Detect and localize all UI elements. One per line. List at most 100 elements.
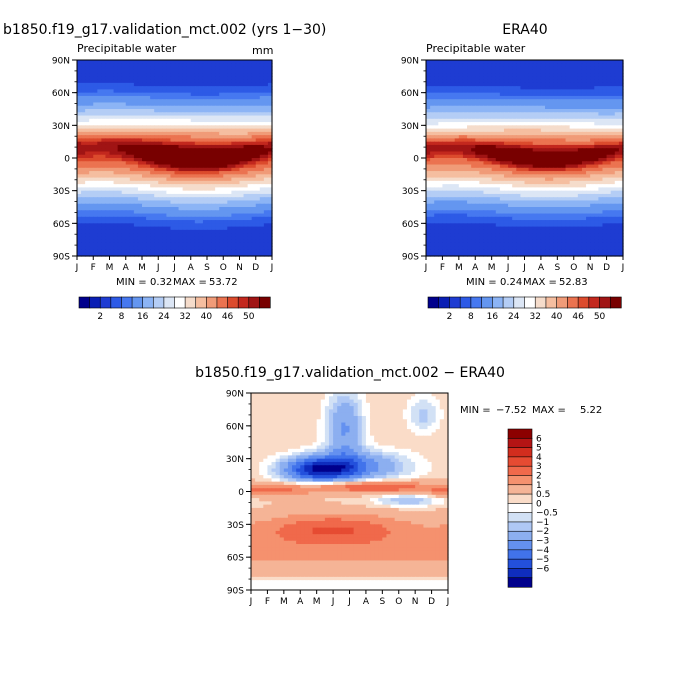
heatmap-cell bbox=[263, 242, 269, 247]
heatmap-cell bbox=[219, 79, 224, 84]
heatmap-cell bbox=[528, 184, 534, 188]
heatmap-cell bbox=[178, 239, 184, 244]
heatmap-cell bbox=[586, 128, 591, 133]
heatmap-cell bbox=[125, 69, 131, 74]
heatmap-cell bbox=[162, 158, 167, 162]
heatmap-cell bbox=[182, 239, 188, 244]
heatmap-cell bbox=[520, 184, 526, 188]
heatmap-cell bbox=[158, 184, 163, 188]
heatmap-cell bbox=[227, 200, 232, 205]
heatmap-cell bbox=[227, 92, 232, 97]
heatmap-cell bbox=[565, 60, 571, 64]
heatmap-cell bbox=[223, 233, 228, 237]
heatmap-cell bbox=[223, 197, 228, 202]
heatmap-cell bbox=[239, 252, 245, 257]
heatmap-cell bbox=[166, 102, 172, 107]
heatmap-cell bbox=[154, 66, 159, 71]
heatmap-cell bbox=[223, 112, 228, 117]
heatmap-cell bbox=[190, 246, 196, 251]
heatmap-cell bbox=[520, 190, 526, 195]
heatmap-cell bbox=[442, 167, 448, 172]
heatmap-cell bbox=[162, 213, 167, 218]
heatmap-cell bbox=[93, 86, 98, 90]
heatmap-cell bbox=[81, 236, 86, 241]
heatmap-cell bbox=[178, 66, 184, 71]
heatmap-cell bbox=[121, 138, 127, 143]
heatmap-cell bbox=[178, 233, 184, 237]
heatmap-cell bbox=[614, 154, 620, 159]
heatmap-cell bbox=[259, 236, 265, 241]
heatmap-cell bbox=[170, 242, 176, 247]
heatmap-cell bbox=[97, 252, 102, 257]
heatmap-cell bbox=[125, 102, 131, 107]
heatmap-cell bbox=[182, 246, 188, 251]
heatmap-cell bbox=[442, 128, 448, 133]
heatmap-cell bbox=[475, 102, 480, 107]
heatmap-cell bbox=[117, 210, 123, 215]
heatmap-cell bbox=[255, 135, 261, 139]
heatmap-cell bbox=[540, 79, 546, 84]
heatmap-cell bbox=[606, 79, 612, 84]
heatmap-cell bbox=[150, 242, 155, 247]
heatmap-cell bbox=[458, 174, 464, 179]
heatmap-cell bbox=[553, 158, 558, 162]
heatmap-cell bbox=[81, 82, 86, 87]
heatmap-cell bbox=[243, 164, 249, 169]
heatmap-cell bbox=[182, 203, 188, 208]
heatmap-cell bbox=[430, 151, 435, 156]
heatmap-cell bbox=[557, 79, 563, 84]
heatmap-cell bbox=[569, 89, 575, 94]
heatmap-cell bbox=[227, 138, 232, 143]
heatmap-cell bbox=[235, 174, 241, 179]
heatmap-cell bbox=[198, 86, 204, 90]
heatmap-cell bbox=[267, 213, 273, 218]
heatmap-cell bbox=[467, 171, 472, 175]
heatmap-cell bbox=[581, 128, 587, 133]
heatmap-cell bbox=[113, 164, 119, 169]
heatmap-cell bbox=[211, 229, 216, 234]
heatmap-cell bbox=[162, 174, 167, 179]
heatmap-cell bbox=[614, 193, 620, 198]
heatmap-cell bbox=[154, 249, 159, 254]
heatmap-cell bbox=[133, 249, 139, 254]
heatmap-cell bbox=[454, 69, 460, 74]
heatmap-cell bbox=[227, 161, 232, 166]
heatmap-cell bbox=[154, 118, 159, 123]
heatmap-cell bbox=[610, 92, 616, 97]
heatmap-cell bbox=[81, 246, 86, 251]
heatmap-cell bbox=[471, 131, 476, 136]
heatmap-cell bbox=[235, 122, 241, 126]
heatmap-cell bbox=[211, 177, 216, 182]
heatmap-cell bbox=[235, 118, 241, 123]
heatmap-cell bbox=[113, 226, 119, 231]
heatmap-cell bbox=[85, 144, 90, 149]
heatmap-cell bbox=[117, 125, 123, 130]
heatmap-cell bbox=[223, 164, 228, 169]
heatmap-cell bbox=[442, 86, 448, 90]
heatmap-cell bbox=[545, 131, 550, 136]
heatmap-cell bbox=[259, 73, 265, 77]
heatmap-cell bbox=[121, 122, 127, 126]
heatmap-cell bbox=[113, 239, 119, 244]
heatmap-cell bbox=[178, 73, 184, 77]
heatmap-cell bbox=[194, 148, 200, 153]
heatmap-cell bbox=[569, 151, 575, 156]
heatmap-cell bbox=[475, 187, 480, 192]
heatmap-cell bbox=[467, 148, 472, 153]
heatmap-cell bbox=[186, 86, 192, 90]
heatmap-cell bbox=[540, 118, 546, 123]
heatmap-cell bbox=[553, 161, 558, 166]
heatmap-cell bbox=[495, 125, 501, 130]
heatmap-cell bbox=[162, 79, 167, 84]
heatmap-cell bbox=[259, 151, 265, 156]
heatmap-cell bbox=[565, 105, 571, 110]
heatmap-cell bbox=[198, 161, 204, 166]
heatmap-cell bbox=[586, 144, 591, 149]
heatmap-cell bbox=[133, 92, 139, 97]
heatmap-cell bbox=[174, 79, 180, 84]
heatmap-cell bbox=[158, 82, 163, 87]
heatmap-cell bbox=[610, 177, 616, 182]
heatmap-cell bbox=[158, 69, 163, 74]
heatmap-cell bbox=[267, 161, 273, 166]
heatmap-cell bbox=[158, 229, 163, 234]
